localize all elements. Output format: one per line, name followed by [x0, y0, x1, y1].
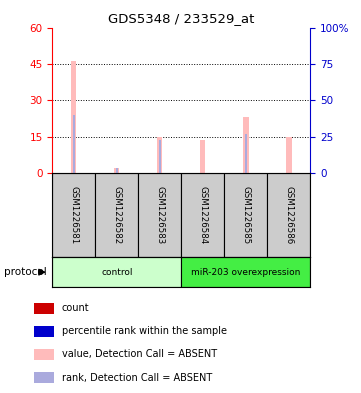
Bar [243, 117, 248, 173]
Text: GSM1226586: GSM1226586 [284, 186, 293, 244]
Text: GSM1226584: GSM1226584 [199, 186, 208, 244]
Bar [73, 115, 75, 173]
Bar [34, 372, 54, 383]
Bar [71, 61, 77, 173]
Text: GSM1226585: GSM1226585 [242, 186, 251, 244]
Bar [286, 136, 292, 173]
Bar [157, 136, 162, 173]
Text: GSM1226581: GSM1226581 [69, 186, 78, 244]
Text: miR-203 overexpression: miR-203 overexpression [191, 268, 301, 277]
Text: GSM1226583: GSM1226583 [155, 186, 164, 244]
Text: GSM1226582: GSM1226582 [112, 186, 121, 244]
Text: count: count [62, 303, 90, 313]
Text: protocol: protocol [4, 267, 46, 277]
Bar [138, 173, 181, 257]
Bar [200, 140, 205, 173]
Bar [34, 303, 54, 314]
Bar [225, 173, 268, 257]
Text: control: control [101, 268, 132, 277]
Bar [114, 168, 119, 173]
Bar [181, 173, 225, 257]
Bar [95, 173, 138, 257]
Title: GDS5348 / 233529_at: GDS5348 / 233529_at [108, 12, 255, 25]
Bar [52, 257, 182, 287]
Bar [245, 134, 247, 173]
Bar [159, 140, 161, 173]
Bar [116, 168, 118, 173]
Bar [181, 257, 310, 287]
Bar [268, 173, 310, 257]
Bar [34, 326, 54, 337]
Bar [34, 349, 54, 360]
Text: value, Detection Call = ABSENT: value, Detection Call = ABSENT [62, 349, 217, 360]
Text: rank, Detection Call = ABSENT: rank, Detection Call = ABSENT [62, 373, 212, 382]
Bar [52, 173, 95, 257]
Text: percentile rank within the sample: percentile rank within the sample [62, 326, 227, 336]
